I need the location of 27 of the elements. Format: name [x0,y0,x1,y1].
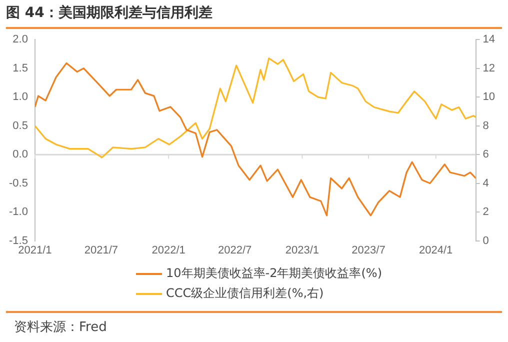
legend-label: 10年期美债收益率-2年期美债收益率(%) [166,265,382,282]
y2-tick-label: 8 [482,120,489,132]
x-tick-label: 2022/1 [152,244,186,256]
y-tick-label: -1.0 [8,206,28,218]
y-tick-label: -0.5 [8,177,28,190]
x-tick-label: 2024/1 [419,244,453,256]
y2-tick-label: 6 [482,148,489,161]
x-tick-label: 2023/1 [285,244,320,256]
y2-tick-label: 10 [482,91,496,104]
y2-tick-label: 12 [482,62,496,74]
x-tick-label: 2021/1 [18,244,52,256]
y-tick-label: 2.0 [12,34,28,46]
x-tick-label: 2023/7 [352,244,386,256]
y-tick-label: 0.0 [12,148,28,161]
y-tick-label: 1.0 [12,91,28,104]
legend-label: CCC级企业债信用利差(%,右) [166,285,324,302]
x-tick-label: 2021/7 [84,244,118,256]
x-tick-label: 2022/7 [218,244,252,256]
y2-tick-label: 2 [482,206,489,218]
y-tick-label: 0.5 [12,120,28,132]
y2-tick-label: 4 [482,177,489,190]
y2-tick-label: 14 [482,34,496,46]
text: 资料来源：Fred [14,319,107,336]
y-tick-label: 1.5 [12,62,28,74]
y2-tick-label: 0 [482,234,489,247]
y-tick-label: -1.5 [8,234,28,247]
chart-title: 图 44：美国期限利差与信用利差 [6,4,212,22]
